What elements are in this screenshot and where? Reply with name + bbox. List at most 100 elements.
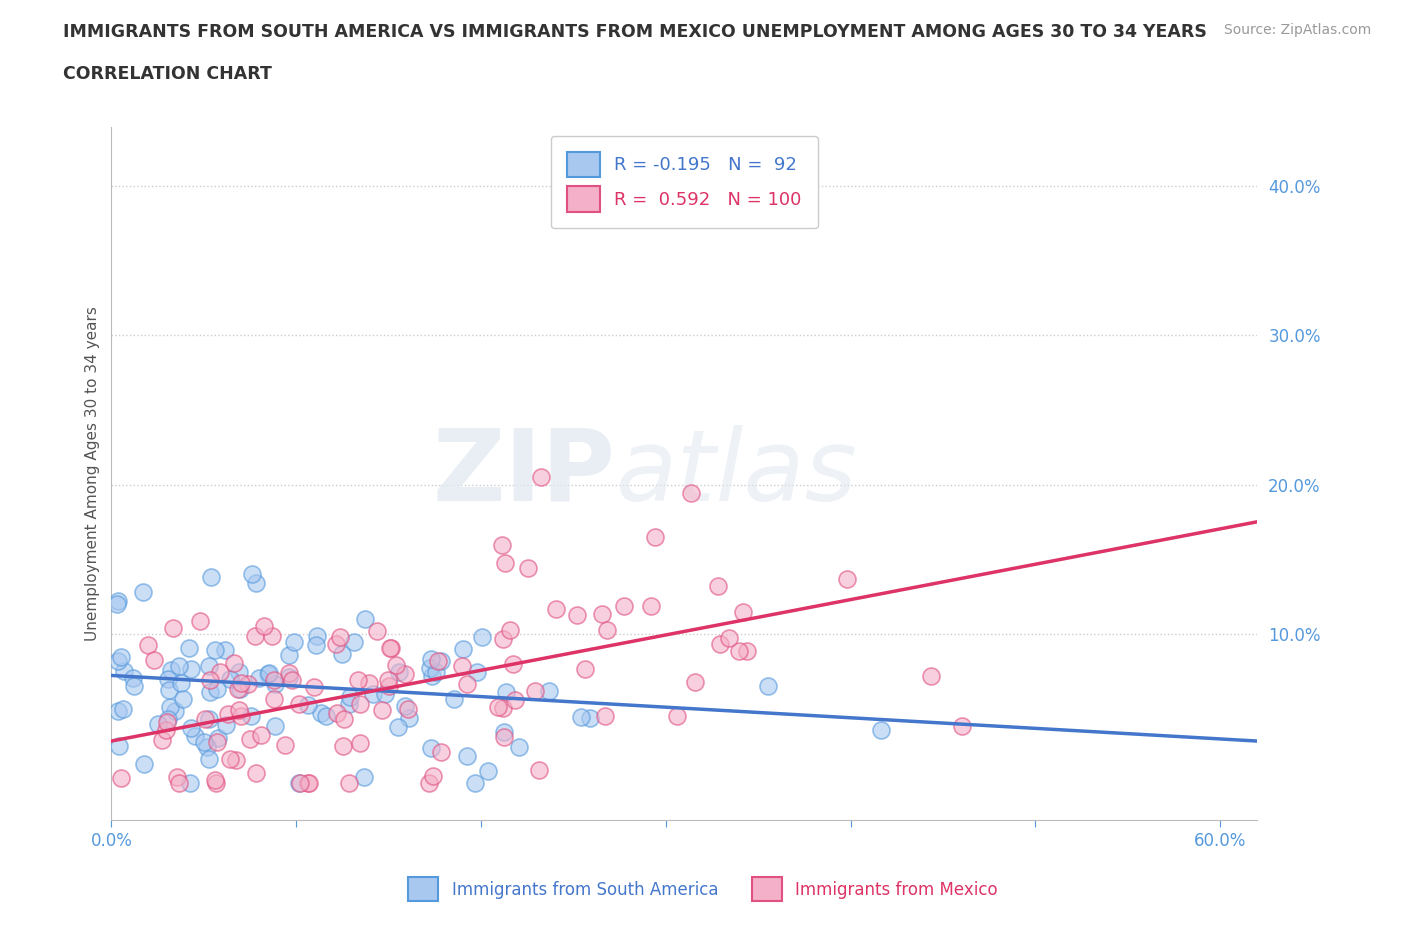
Point (155, 723, 177, 737)
Point (107, 653, 129, 668)
Point (378, 641, 401, 656)
Point (430, 653, 453, 668)
Point (157, 671, 180, 686)
Point (537, 684, 560, 698)
Point (239, 732, 262, 747)
Point (134, 757, 156, 772)
Point (170, 676, 193, 691)
Point (162, 620, 184, 635)
Point (167, 658, 190, 673)
Point (207, 682, 229, 697)
Point (450, 658, 472, 673)
Point (420, 741, 443, 756)
Point (298, 776, 321, 790)
Point (579, 711, 602, 725)
Point (263, 691, 285, 706)
Point (569, 710, 592, 724)
Point (198, 711, 221, 726)
Point (950, 719, 973, 734)
Point (339, 689, 361, 704)
Point (377, 673, 399, 688)
Point (920, 669, 942, 684)
Point (491, 538, 513, 552)
Point (180, 662, 202, 677)
Point (247, 671, 270, 685)
Point (277, 647, 299, 662)
Point (193, 735, 215, 750)
Point (229, 709, 252, 724)
Point (492, 631, 515, 646)
Point (143, 653, 166, 668)
Point (837, 571, 859, 586)
Point (499, 623, 522, 638)
Point (492, 724, 515, 739)
Point (240, 566, 263, 581)
Point (179, 641, 201, 656)
Point (422, 768, 444, 783)
Point (200, 570, 222, 585)
Point (398, 711, 420, 725)
Point (283, 635, 305, 650)
Point (385, 658, 408, 672)
Point (159, 699, 181, 714)
Point (516, 561, 538, 576)
Point (107, 703, 129, 718)
Point (325, 637, 347, 652)
Point (394, 666, 416, 681)
Point (169, 776, 191, 790)
Point (371, 702, 394, 717)
Point (228, 665, 250, 680)
Point (527, 763, 550, 777)
Point (332, 738, 354, 753)
Point (277, 665, 299, 680)
Point (166, 769, 188, 784)
Point (593, 709, 616, 724)
Point (419, 652, 441, 667)
Point (245, 576, 267, 591)
Text: ZIP: ZIP (433, 425, 616, 522)
Point (146, 716, 169, 731)
Point (477, 764, 499, 778)
Point (222, 656, 245, 671)
Point (565, 608, 588, 623)
Point (326, 705, 349, 720)
Point (198, 658, 221, 673)
Point (427, 654, 450, 669)
Point (219, 751, 242, 766)
Point (315, 709, 337, 724)
Y-axis label: Unemployment Among Ages 30 to 34 years: Unemployment Among Ages 30 to 34 years (86, 306, 100, 641)
Point (288, 697, 311, 711)
Legend: R = -0.195   N =  92, R =  0.592   N = 100: R = -0.195 N = 92, R = 0.592 N = 100 (551, 136, 818, 228)
Point (122, 679, 145, 694)
Point (136, 638, 159, 653)
Point (309, 705, 332, 720)
Point (707, 578, 730, 593)
Point (443, 691, 465, 706)
Point (644, 530, 666, 545)
Point (430, 744, 453, 759)
Point (870, 723, 893, 737)
Point (731, 604, 754, 619)
Point (374, 686, 396, 701)
Point (263, 672, 285, 687)
Point (471, 630, 494, 644)
Point (665, 709, 688, 724)
Point (727, 644, 749, 658)
Point (205, 776, 228, 790)
Point (257, 666, 280, 681)
Point (217, 707, 239, 722)
Point (156, 712, 179, 727)
Point (195, 739, 218, 754)
Point (157, 683, 180, 698)
Point (453, 642, 475, 657)
Point (245, 629, 267, 644)
Point (239, 709, 262, 724)
Point (172, 691, 194, 706)
Point (250, 728, 273, 743)
Point (717, 631, 740, 645)
Point (420, 669, 443, 684)
Point (343, 634, 366, 649)
Point (394, 698, 416, 713)
Point (188, 614, 211, 629)
Point (419, 661, 441, 676)
